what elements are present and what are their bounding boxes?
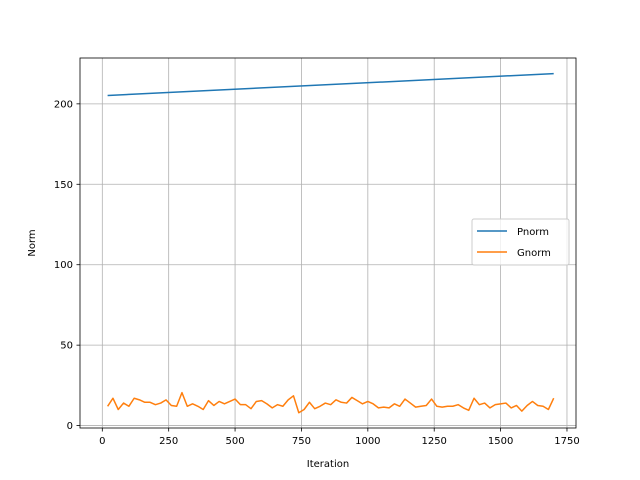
- x-tick-label: 1250: [421, 436, 446, 447]
- series-line-gnorm: [106, 391, 555, 414]
- legend-label-gnorm: Gnorm: [517, 248, 551, 259]
- axes-frame: [79, 57, 577, 429]
- y-tick-label: 200: [54, 99, 73, 110]
- tick-layer: 0 250 500 750 1000 1250 1500 1750 0 50 100 150 200: [54, 99, 580, 447]
- x-tick-label: 750: [292, 436, 311, 447]
- x-tick-label: 0: [99, 436, 105, 447]
- legend-label-pnorm: Pnorm: [517, 227, 549, 238]
- y-tick-label: 0: [67, 421, 73, 432]
- x-axis-label: Iteration: [307, 459, 349, 470]
- x-tick-label: 1000: [355, 436, 380, 447]
- series-line-pnorm: [107, 72, 554, 97]
- y-axis-label: Norm: [27, 229, 38, 256]
- x-tick-label: 1500: [488, 436, 513, 447]
- y-tick-label: 150: [54, 180, 73, 191]
- legend: Pnorm Gnorm: [471, 218, 570, 266]
- x-tick-label: 250: [159, 436, 178, 447]
- y-tick-label: 50: [60, 341, 73, 352]
- series-layer: [106, 72, 555, 414]
- y-tick-label: 100: [54, 260, 73, 271]
- x-tick-label: 500: [226, 436, 245, 447]
- x-tick-label: 1750: [554, 436, 579, 447]
